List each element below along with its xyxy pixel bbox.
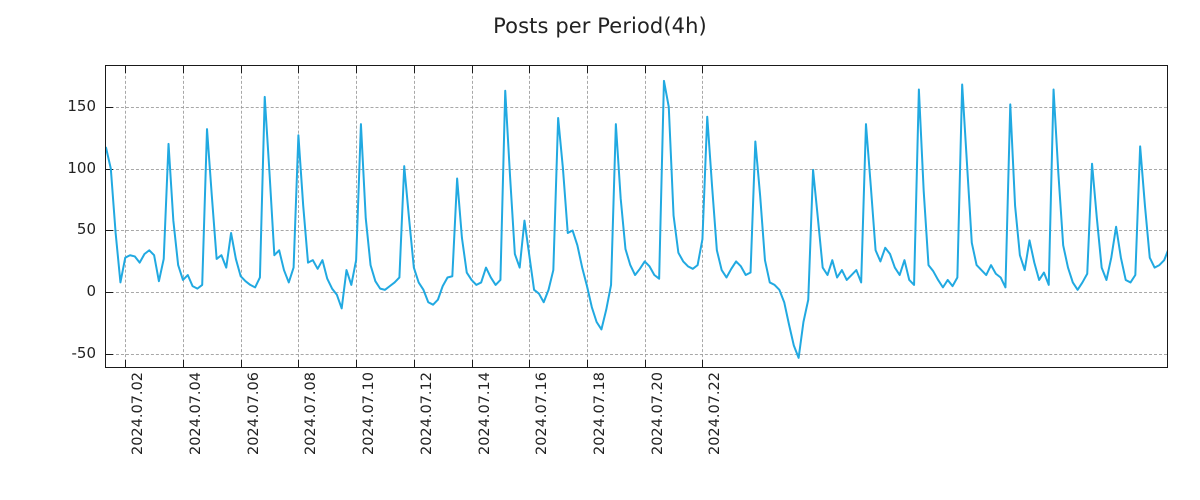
x-axis-tick-mark <box>298 360 300 367</box>
y-gridline <box>106 230 1167 232</box>
x-gridline <box>644 66 646 367</box>
x-gridline <box>586 66 588 367</box>
x-axis-tick-mark <box>125 360 127 367</box>
x-axis-tick-mark-top <box>586 66 588 73</box>
x-axis-tick-mark-top <box>529 66 531 73</box>
x-axis-tick-mark-top <box>413 66 415 73</box>
x-axis-tick-mark-top <box>471 66 473 73</box>
series-layer <box>106 66 1167 367</box>
x-gridline <box>529 66 531 367</box>
x-gridline <box>125 66 127 367</box>
y-gridline <box>106 292 1167 294</box>
x-axis-tick-mark <box>240 360 242 367</box>
y-axis-tick-label: 100 <box>67 158 96 177</box>
x-axis-tick-mark-top <box>356 66 358 73</box>
x-gridline <box>356 66 358 367</box>
x-axis-tick-label: 2024.07.14 <box>476 372 493 456</box>
y-axis-tick-label: 150 <box>67 96 96 115</box>
y-gridline <box>106 354 1167 356</box>
y-axis-tick-mark <box>106 354 113 356</box>
x-axis-tick-mark-top <box>182 66 184 73</box>
x-axis-tick-mark-top <box>125 66 127 73</box>
y-axis-tick-mark <box>106 230 113 232</box>
x-axis-tick-label: 2024.07.20 <box>649 372 666 456</box>
y-axis-tick-mark <box>106 168 113 170</box>
x-axis-tick-mark <box>471 360 473 367</box>
x-axis-tick-label: 2024.07.10 <box>361 372 378 456</box>
y-gridline <box>106 168 1167 170</box>
x-gridline <box>471 66 473 367</box>
x-axis-tick-mark <box>586 360 588 367</box>
x-axis-tick-label: 2024.07.02 <box>130 372 147 456</box>
x-axis-tick-mark-top <box>240 66 242 73</box>
x-axis-tick-mark <box>529 360 531 367</box>
y-gridline <box>106 106 1167 108</box>
x-axis-tick-mark <box>644 360 646 367</box>
x-axis-tick-mark <box>702 360 704 367</box>
y-axis-tick-label: -50 <box>71 344 97 363</box>
x-axis-tick-label: 2024.07.04 <box>187 372 204 456</box>
x-axis-tick-mark <box>413 360 415 367</box>
plot-area <box>105 65 1168 368</box>
x-gridline <box>182 66 184 367</box>
x-axis-tick-labels: 2024.07.02 2024.07.04 2024.07.06 2024.07.08… <box>105 368 1168 498</box>
y-axis-tick-label: 50 <box>76 220 96 239</box>
x-axis-tick-label: 2024.07.18 <box>591 372 608 456</box>
x-axis-tick-mark-top <box>298 66 300 73</box>
y-axis-tick-mark <box>106 292 113 294</box>
x-axis-tick-label: 2024.07.22 <box>707 372 724 456</box>
x-axis-tick-mark-top <box>702 66 704 73</box>
y-axis-tick-mark <box>106 106 113 108</box>
x-gridline <box>298 66 300 367</box>
x-gridline <box>413 66 415 367</box>
x-axis-tick-label: 2024.07.16 <box>534 372 551 456</box>
x-axis-tick-mark <box>182 360 184 367</box>
posts-per-period-line <box>106 79 1167 359</box>
series-polyline <box>106 79 1167 359</box>
chart-title: Posts per Period(4h) <box>493 14 707 38</box>
x-axis-tick-label: 2024.07.06 <box>245 372 262 456</box>
x-gridline <box>240 66 242 367</box>
x-axis-tick-label: 2024.07.12 <box>418 372 435 456</box>
x-axis-tick-mark <box>356 360 358 367</box>
y-axis-tick-label: 0 <box>86 282 96 301</box>
y-axis-tick-labels: -50 0 50 100 150 <box>30 65 96 368</box>
x-axis-tick-mark-top <box>644 66 646 73</box>
x-axis-tick-label: 2024.07.08 <box>303 372 320 456</box>
